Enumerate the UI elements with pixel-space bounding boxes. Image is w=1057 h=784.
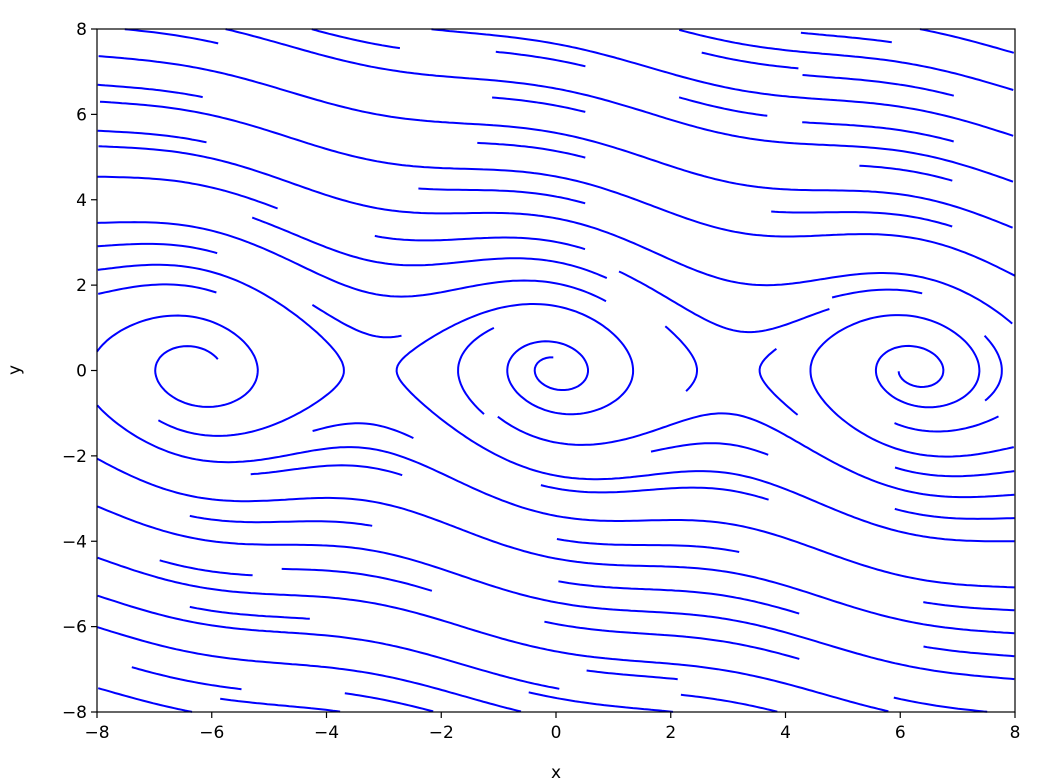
streamline xyxy=(923,645,1015,658)
streamline xyxy=(97,626,522,713)
streamline xyxy=(97,556,889,713)
streamline xyxy=(618,270,830,334)
streamline xyxy=(97,221,607,303)
streamline xyxy=(225,28,1014,183)
streamline xyxy=(923,601,1015,612)
y-tick-label: 8 xyxy=(76,20,87,40)
streamline xyxy=(678,28,1014,91)
streamline xyxy=(250,464,403,477)
streamline xyxy=(771,210,953,228)
streamline xyxy=(528,691,674,713)
streamline xyxy=(97,263,345,437)
streamline xyxy=(189,605,310,620)
streamline xyxy=(457,327,495,415)
streamline xyxy=(97,687,193,713)
streamline xyxy=(477,141,586,159)
x-tick-label: −6 xyxy=(199,723,224,743)
streamline xyxy=(311,28,401,50)
y-tick-label: −8 xyxy=(62,703,87,723)
streamline xyxy=(96,404,1015,589)
streamline xyxy=(859,164,953,182)
streamline xyxy=(809,314,1015,458)
streamline xyxy=(124,28,219,45)
streamline xyxy=(395,303,1015,543)
streamline xyxy=(894,466,1015,478)
streamline xyxy=(97,505,1015,681)
streamline xyxy=(344,692,434,713)
streamline xyxy=(374,234,586,251)
x-tick-label: 0 xyxy=(551,723,562,743)
streamline xyxy=(251,216,608,280)
streamline xyxy=(131,666,242,691)
streamline xyxy=(802,121,954,143)
streamline xyxy=(97,129,207,144)
plot-frame xyxy=(96,28,1016,713)
streamline xyxy=(189,514,373,527)
y-tick-label: −4 xyxy=(62,532,87,552)
streamline xyxy=(97,175,278,210)
streamline xyxy=(544,620,800,660)
streamline xyxy=(98,145,1013,325)
streamline xyxy=(680,693,778,713)
x-tick-label: 4 xyxy=(780,723,791,743)
streamline xyxy=(802,74,955,97)
streamline xyxy=(281,567,433,592)
streamline xyxy=(98,55,1013,229)
streamline xyxy=(97,242,218,255)
streamline xyxy=(220,697,341,713)
streamline xyxy=(701,51,799,70)
y-axis: −8 −6 −4 −2 0 2 4 6 8 xyxy=(62,20,97,723)
streamline xyxy=(497,412,1015,499)
x-tick-label: −2 xyxy=(429,723,454,743)
streamline xyxy=(418,187,586,205)
streamline xyxy=(558,580,800,615)
y-tick-label: 4 xyxy=(76,191,87,211)
streamline xyxy=(894,415,999,433)
streamlines xyxy=(96,28,1016,713)
streamline xyxy=(495,50,586,68)
streamline xyxy=(556,538,740,553)
streamline xyxy=(650,442,769,456)
x-tick-label: −8 xyxy=(84,723,109,743)
streamline xyxy=(919,28,1015,54)
streamline xyxy=(96,457,1015,635)
streamline xyxy=(586,669,678,681)
streamline xyxy=(97,83,203,99)
streamline xyxy=(758,348,799,416)
streamline xyxy=(311,304,402,339)
streamline xyxy=(678,96,768,117)
x-axis: −8 −6 −4 −2 0 2 4 6 8 xyxy=(84,712,1020,743)
streamline xyxy=(492,96,586,113)
streamline xyxy=(96,314,259,408)
streamline xyxy=(99,100,1016,277)
streamline xyxy=(312,422,414,440)
x-axis-label: x xyxy=(551,763,561,780)
streamline xyxy=(894,507,1015,520)
y-tick-label: −6 xyxy=(62,618,87,638)
streamline xyxy=(800,31,892,44)
x-tick-label: 8 xyxy=(1010,723,1021,743)
streamline xyxy=(983,335,1003,402)
streamline xyxy=(540,484,769,501)
y-tick-label: 2 xyxy=(76,276,87,296)
streamline xyxy=(97,594,560,690)
streamline xyxy=(664,325,698,392)
x-tick-label: 6 xyxy=(895,723,906,743)
y-tick-label: 0 xyxy=(76,362,87,382)
x-tick-label: −4 xyxy=(314,723,339,743)
y-axis-label: y xyxy=(5,365,25,375)
streamline xyxy=(431,28,1014,137)
y-tick-label: −2 xyxy=(62,447,87,467)
y-tick-label: 6 xyxy=(76,105,87,125)
x-tick-label: 2 xyxy=(665,723,676,743)
streamline xyxy=(159,559,253,577)
streamline xyxy=(831,288,923,299)
streamline xyxy=(893,696,988,713)
streamline xyxy=(97,283,217,295)
